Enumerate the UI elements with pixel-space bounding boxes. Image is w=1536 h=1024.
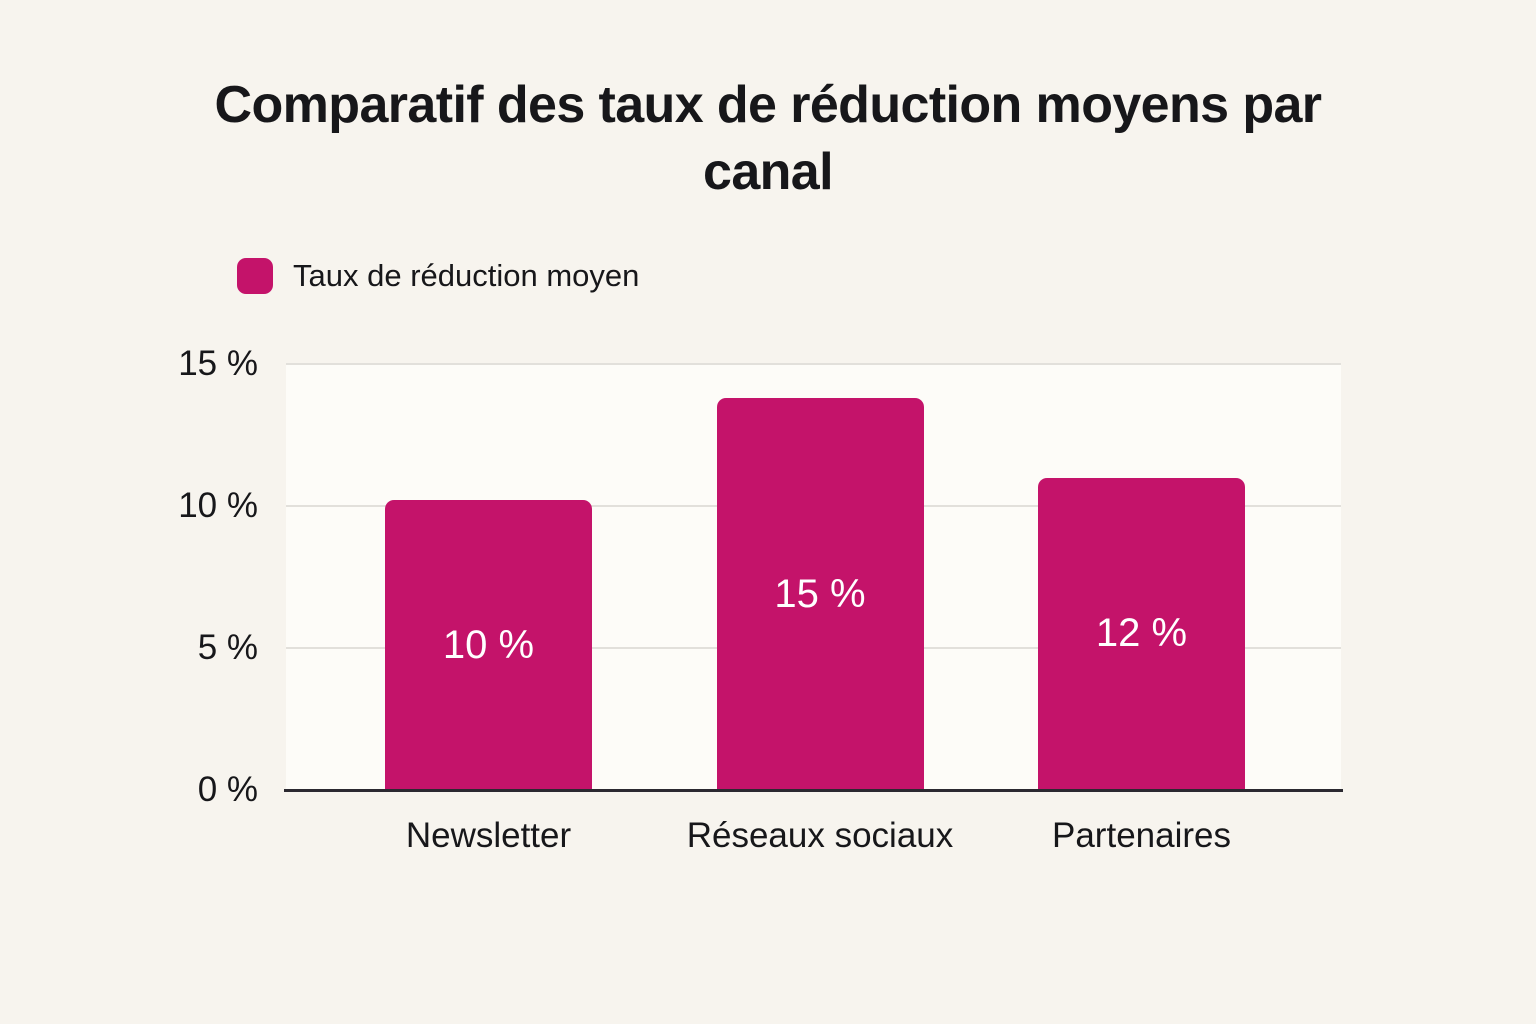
bar-newsletter: 10 %	[385, 500, 592, 790]
legend-swatch	[237, 258, 273, 294]
bar-partenaires: 12 %	[1038, 477, 1245, 790]
x-axis-line	[284, 788, 1343, 792]
x-category-label-reseaux-sociaux: Réseaux sociaux	[686, 816, 954, 855]
bar-value-label-partenaires: 12 %	[1095, 611, 1188, 656]
x-category-label-partenaires: Partenaires	[1052, 816, 1231, 855]
y-tick-label-15pct: 15 %	[178, 344, 258, 383]
bar-reseaux-sociaux: 15 %	[716, 398, 924, 790]
y-tick-label-10pct: 10 %	[178, 486, 258, 525]
y-tick-label-5pct: 5 %	[197, 628, 258, 667]
bar-value-label-newsletter: 10 %	[442, 622, 535, 667]
x-category-label-newsletter: Newsletter	[405, 816, 572, 855]
legend-label: Taux de réduction moyen	[293, 258, 640, 293]
bar-value-label-reseaux-sociaux: 15 %	[774, 571, 866, 616]
chart-title: Comparatif des taux de réduction moyens …	[214, 76, 1323, 201]
gridline-15pct	[286, 363, 1341, 365]
legend: Taux de réduction moyen	[237, 258, 639, 294]
y-tick-label-0pct: 0 %	[197, 770, 258, 809]
